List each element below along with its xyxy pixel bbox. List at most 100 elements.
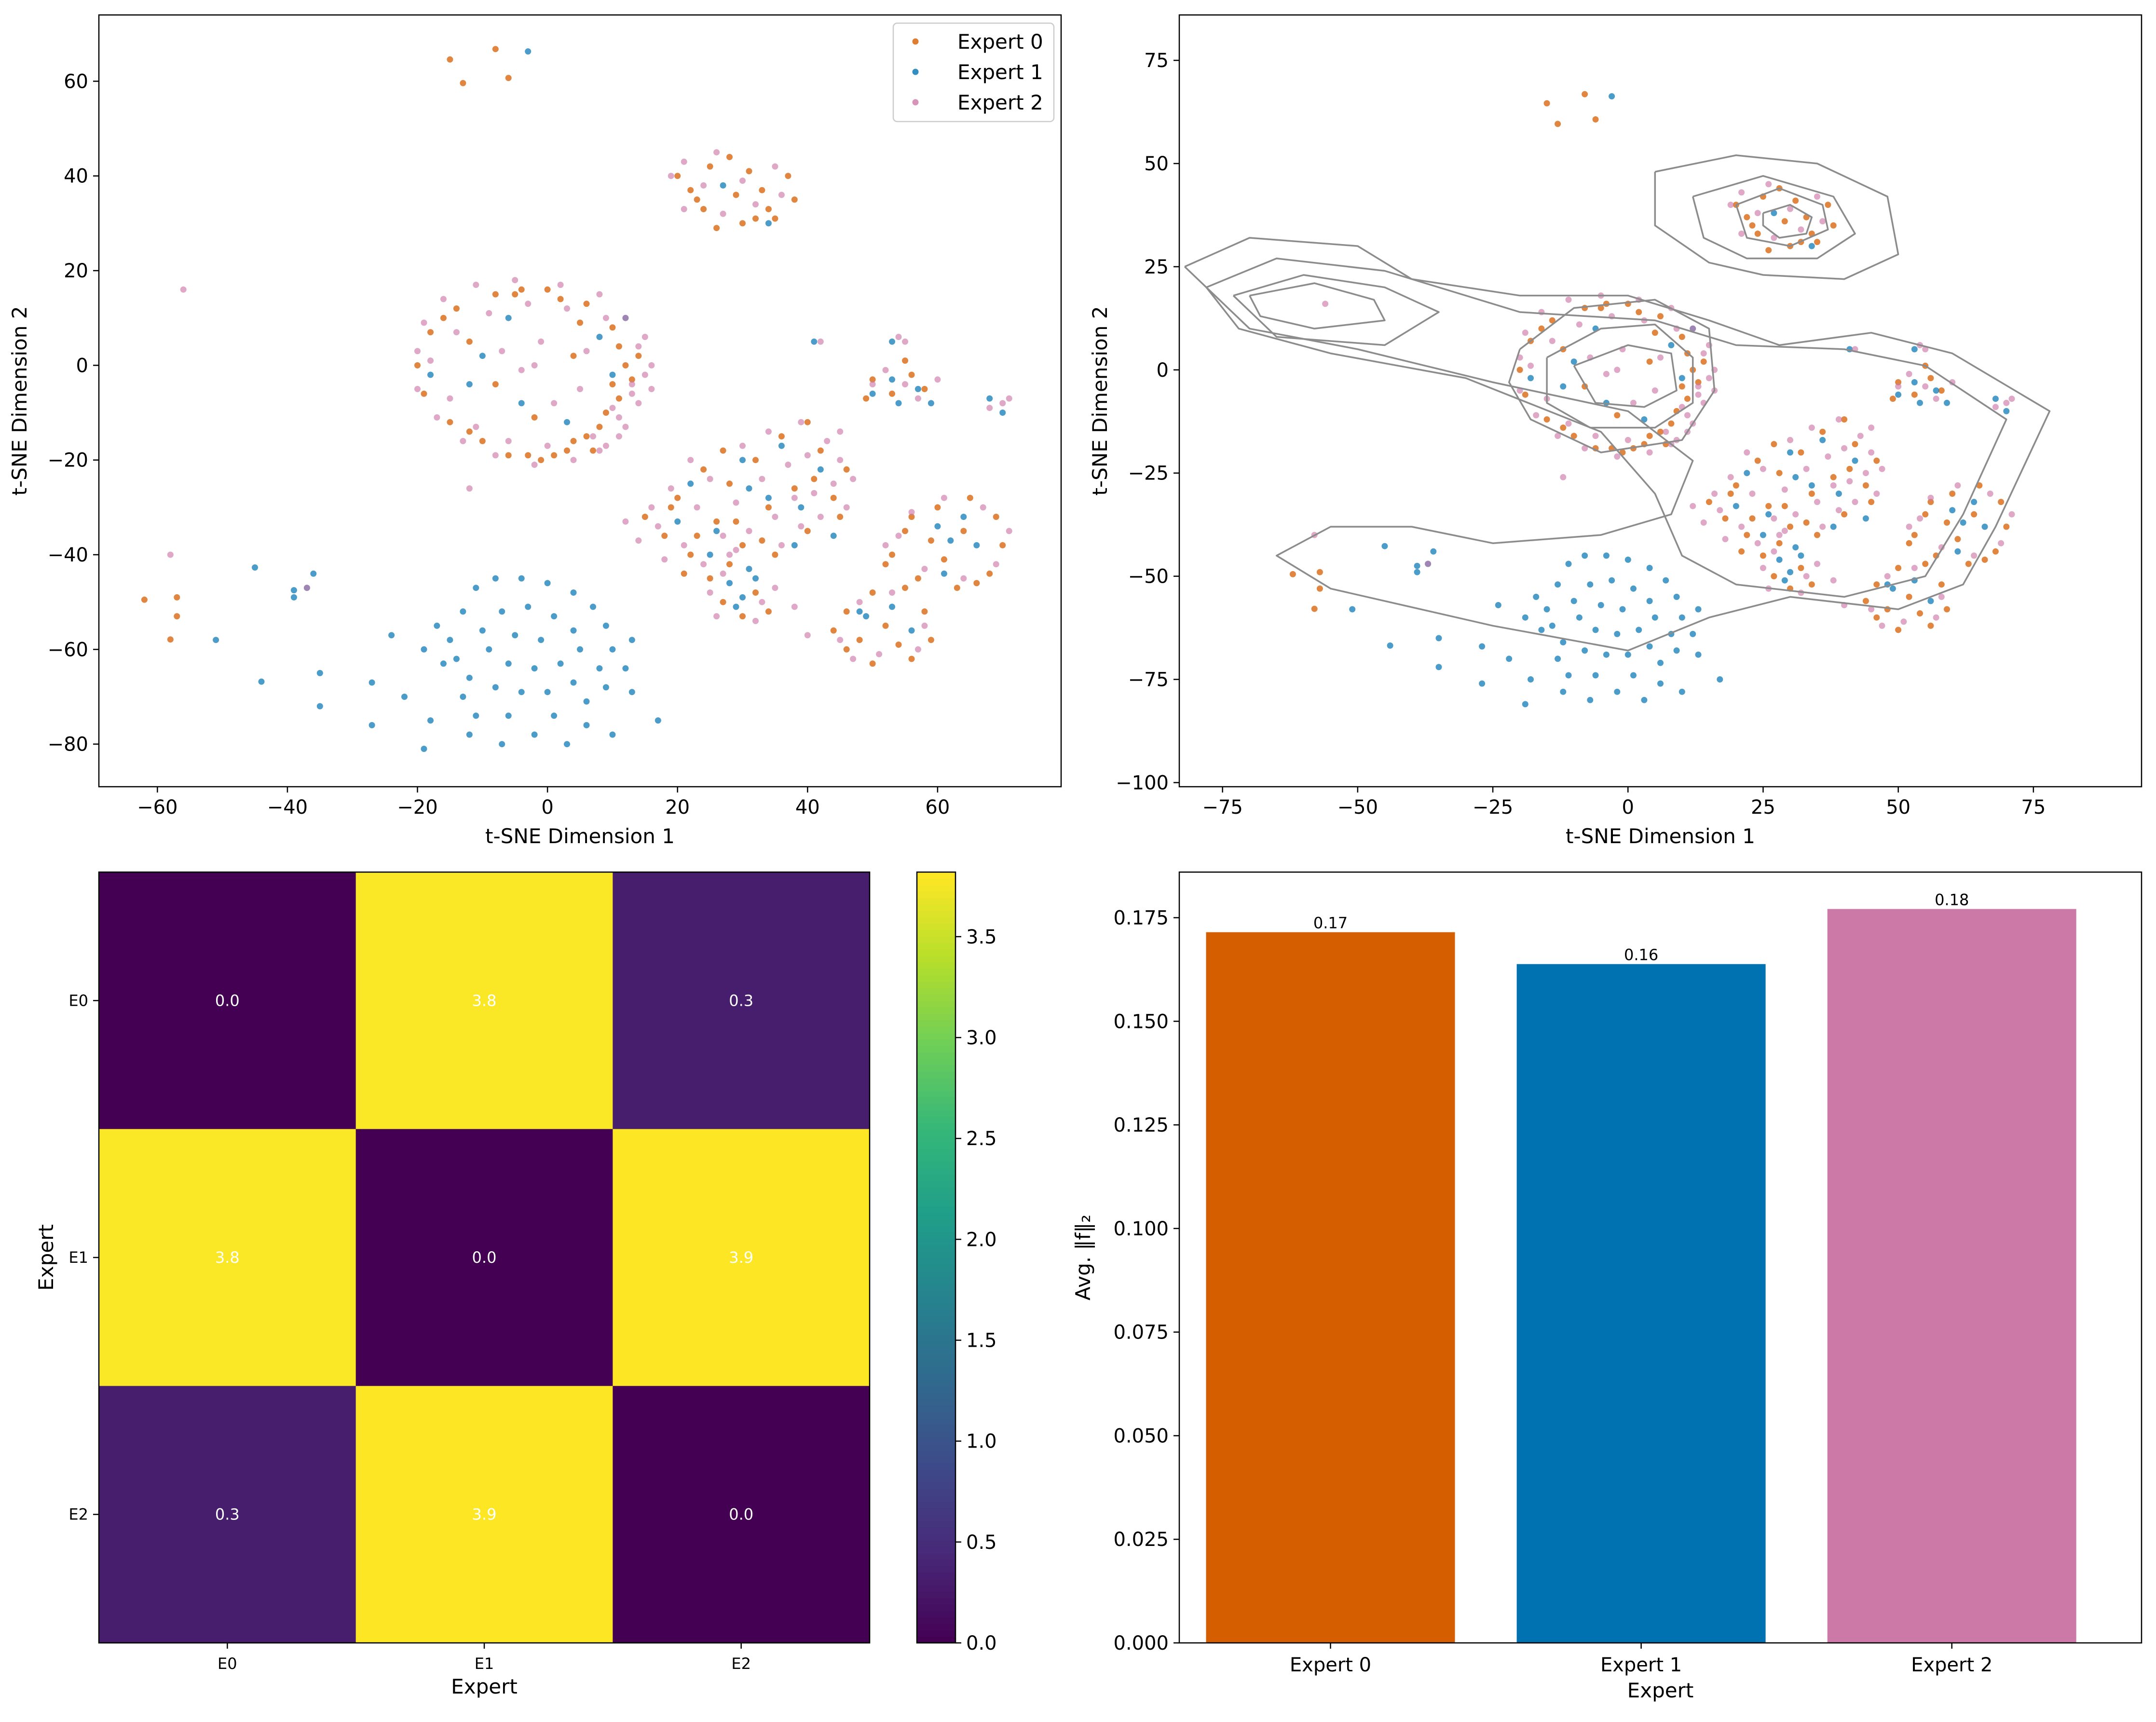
scatter-point [479,353,486,359]
scatter-point [564,305,570,312]
scatter-point [590,433,596,440]
colorbar-step [917,1617,955,1624]
scatter-point [661,556,668,563]
scatter-point [694,533,700,539]
scatter-point [1830,577,1837,584]
scatter-point [837,457,844,464]
x-tick-label: 20 [665,796,690,819]
scatter-point [1555,581,1561,588]
scatter-point [1624,651,1631,658]
scatter-point [713,225,720,232]
scatter-point [804,419,811,425]
scatter-point [466,485,473,492]
colorbar-step [917,1424,955,1432]
scatter-point [421,390,427,397]
colorbar-step [917,1167,955,1175]
scatter-point [934,376,941,383]
colorbar-step [917,994,955,1001]
colorbar-step [917,1129,955,1136]
scatter-point [1678,614,1685,621]
scatter-point [798,419,805,425]
scatter-point [466,381,473,388]
scatter-point [1884,573,1891,580]
scatter-point [622,518,629,525]
heatmap-cell-label: 3.9 [472,1505,497,1524]
scatter-point [772,514,778,520]
scatter-point [1695,651,1702,658]
scatter-point [1582,445,1588,451]
scatter-point [785,173,791,179]
scatter-point [615,414,622,421]
density-contour [1546,323,1694,429]
bar-frame [1178,871,2142,1644]
scatter-point [765,220,772,227]
scatter-point [928,400,934,407]
scatter-point [954,585,960,591]
scatter-point [499,348,505,355]
scatter-point [609,324,616,331]
scatter-point [1684,396,1691,402]
scatter-point [583,698,590,705]
colorbar-step [917,1553,955,1560]
scatter-point [525,452,532,459]
scatter-point [1798,552,1804,559]
scatter-point [310,570,317,577]
scatter-point [1889,585,1896,592]
scatter-point [1646,449,1653,456]
scatter-point [1516,367,1523,373]
scatter-point [746,485,752,492]
scatter-point [726,561,733,568]
scatter-point [1624,437,1631,443]
scatter-point [414,348,421,355]
scatter-point [902,357,908,364]
colorbar-step [917,1065,955,1072]
scatter-point [726,580,733,587]
colorbar-step [917,1456,955,1463]
legend-marker [912,38,919,45]
scatter-point [1549,317,1556,324]
heatmap-cell [99,1129,356,1386]
scatter-point [1922,383,1929,390]
scatter-point [602,684,609,691]
scatter-point [1706,375,1712,382]
x-tick-label: 50 [1886,796,1910,819]
scatter-point [596,334,603,340]
scatter-point [1711,491,1718,497]
scatter-point [1733,503,1739,509]
scatter-point [577,646,583,653]
scatter-point [505,660,512,667]
scatter-point [1949,491,1956,497]
colorbar-tick-label: 1.5 [966,1330,997,1352]
scatter-point [817,466,824,473]
x-tick-label: 40 [795,796,820,819]
scatter-point [1289,571,1296,577]
scatter-point [999,542,1006,548]
scatter-point [466,731,473,738]
colorbar-step [917,1276,955,1284]
scatter-point [1873,581,1880,588]
colorbar-step [917,1585,955,1592]
scatter-point [609,646,616,653]
scatter-point [1425,560,1432,567]
scatter-point [863,395,870,402]
scatter-point [518,575,525,582]
scatter-point [804,632,811,639]
scatter-point [609,381,616,388]
scatter-point [2008,511,2015,518]
scatter-point [434,622,440,629]
colorbar-step [917,1309,955,1316]
scatter-point [720,599,726,605]
colorbar-step [917,1328,955,1335]
scatter-point [720,533,726,539]
scatter-point [765,608,772,615]
scatter-point [908,371,915,378]
scatter-point [791,485,798,492]
scatter-point [668,485,674,492]
y-tick-label: 0.050 [1113,1425,1169,1447]
scatter-point [1543,416,1550,423]
scatter-point [512,277,519,284]
scatter-point [1614,453,1621,460]
scatter-point [1971,499,1978,506]
scatter-point [2003,408,2010,414]
colorbar-step [917,1097,955,1104]
